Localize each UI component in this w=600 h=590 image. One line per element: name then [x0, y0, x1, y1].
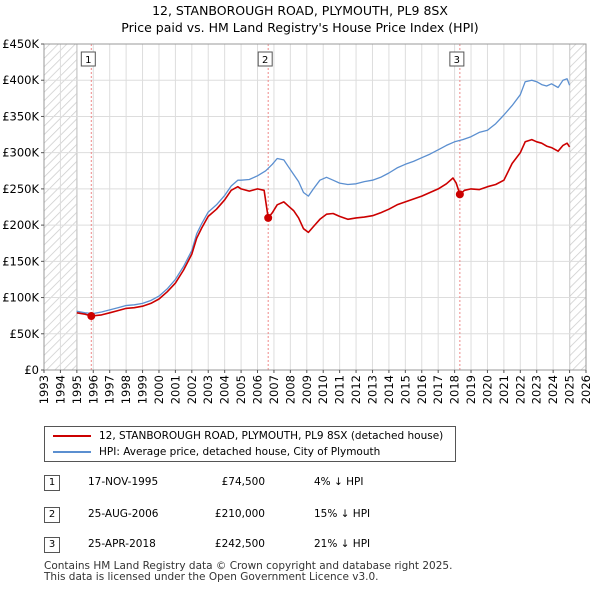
x-tick-label: 1994 — [53, 375, 67, 404]
transaction-price: £242,500 — [214, 538, 265, 550]
transaction-number: 2 — [44, 507, 60, 523]
legend-swatch-property — [53, 434, 91, 437]
sale-label-box — [80, 51, 96, 67]
price-chart: 1 2 3 £0 £50K £100K £150K £200K £250K £300K £350K… — [2, 37, 593, 404]
x-tick-label: 2015 — [398, 375, 412, 404]
sale-label-box — [449, 51, 465, 67]
y-tick-label: £450K — [2, 37, 39, 51]
footer: Contains HM Land Registry data © Crown c… — [44, 561, 452, 583]
x-tick-label: 2003 — [201, 375, 215, 404]
legend-swatch-hpi — [53, 450, 91, 453]
x-tick-label: 2019 — [464, 375, 478, 404]
sale-label: 3 — [454, 55, 460, 66]
x-tick-label: 1999 — [136, 375, 150, 404]
chart-title: 12, STANBOROUGH ROAD, PLYMOUTH, PL9 8SX … — [0, 2, 600, 36]
x-tick-label: 2013 — [365, 375, 379, 404]
x-tick-label: 2023 — [530, 375, 544, 404]
x-tick-label: 2011 — [333, 375, 347, 404]
title-line-1: 12, STANBOROUGH ROAD, PLYMOUTH, PL9 8SX — [152, 3, 448, 18]
series-line-hpi — [76, 78, 571, 315]
x-tick-label: 1997 — [103, 375, 117, 404]
x-tick-label: 1995 — [70, 375, 84, 404]
x-tick-label: 1996 — [86, 375, 100, 404]
transaction-date: 25-APR-2018 — [88, 538, 156, 550]
sale-point — [264, 213, 273, 222]
x-tick-label: 2026 — [579, 375, 593, 404]
transaction-row: 3 25-APR-2018 £242,500 21% ↓ HPI — [0, 537, 600, 555]
transaction-date: 17-NOV-1995 — [88, 476, 159, 488]
sale-point — [455, 190, 464, 199]
x-tick-label: 2017 — [431, 375, 445, 404]
transaction-hpi: 15% ↓ HPI — [314, 508, 371, 520]
x-tick-label: 2005 — [234, 375, 248, 404]
hatched-region — [569, 44, 586, 370]
x-tick-label: 2016 — [415, 375, 429, 404]
legend-item-property: 12, STANBOROUGH ROAD, PLYMOUTH, PL9 8SX … — [53, 428, 443, 443]
x-tick-label: 2021 — [497, 375, 511, 404]
series-line-property — [76, 138, 571, 317]
transaction-hpi: 21% ↓ HPI — [314, 538, 371, 550]
legend-label-hpi: HPI: Average price, detached house, City… — [99, 445, 381, 458]
sale-label: 1 — [85, 55, 91, 66]
x-tick-label: 2001 — [168, 375, 182, 404]
x-tick-label: 2002 — [185, 375, 199, 404]
x-tick-label: 2007 — [267, 375, 281, 404]
transaction-number: 3 — [44, 537, 60, 553]
x-tick-label: 2020 — [480, 375, 494, 404]
transaction-price: £74,500 — [221, 476, 265, 488]
x-tick-label: 2022 — [513, 375, 527, 404]
legend-label-property: 12, STANBOROUGH ROAD, PLYMOUTH, PL9 8SX … — [99, 429, 444, 442]
plot-frame — [43, 43, 587, 371]
y-tick-label: £0 — [24, 363, 39, 377]
legend-item-hpi: HPI: Average price, detached house, City… — [53, 444, 380, 459]
x-tick-label: 1998 — [119, 375, 133, 404]
transaction-price: £210,000 — [214, 508, 265, 520]
title-line-2: Price paid vs. HM Land Registry's House … — [121, 20, 479, 35]
transaction-hpi: 4% ↓ HPI — [314, 476, 364, 488]
y-tick-label: £200K — [2, 218, 39, 232]
x-tick-label: 2025 — [563, 375, 577, 404]
footer-licence: This data is licensed under the Open Gov… — [44, 571, 379, 583]
x-tick-label: 2000 — [152, 375, 166, 404]
y-tick-label: £350K — [2, 109, 39, 123]
x-tick-label: 1993 — [37, 375, 51, 404]
y-tick-label: £300K — [2, 146, 39, 160]
transaction-number: 1 — [44, 475, 60, 491]
y-tick-label: £150K — [2, 254, 39, 268]
sale-label-box — [257, 51, 273, 67]
transaction-date: 25-AUG-2006 — [88, 508, 159, 520]
x-tick-label: 2006 — [251, 375, 265, 404]
y-tick-label: £400K — [2, 73, 39, 87]
x-tick-label: 2004 — [218, 375, 232, 404]
transaction-row: 1 17-NOV-1995 £74,500 4% ↓ HPI — [0, 475, 600, 493]
y-tick-label: £250K — [2, 182, 39, 196]
x-tick-label: 2008 — [283, 375, 297, 404]
x-tick-label: 2010 — [316, 375, 330, 404]
x-tick-label: 2009 — [300, 375, 314, 404]
y-tick-label: £100K — [2, 291, 39, 305]
sale-label: 2 — [262, 55, 268, 66]
y-tick-label: £50K — [10, 327, 40, 341]
x-tick-label: 2014 — [382, 375, 396, 404]
x-tick-label: 2024 — [546, 375, 560, 404]
legend: 12, STANBOROUGH ROAD, PLYMOUTH, PL9 8SX … — [44, 426, 456, 462]
footer-copyright: Contains HM Land Registry data © Crown c… — [44, 560, 453, 572]
x-tick-label: 2012 — [349, 375, 363, 404]
transaction-row: 2 25-AUG-2006 £210,000 15% ↓ HPI — [0, 507, 600, 525]
x-tick-label: 2018 — [448, 375, 462, 404]
sale-point — [87, 312, 96, 321]
